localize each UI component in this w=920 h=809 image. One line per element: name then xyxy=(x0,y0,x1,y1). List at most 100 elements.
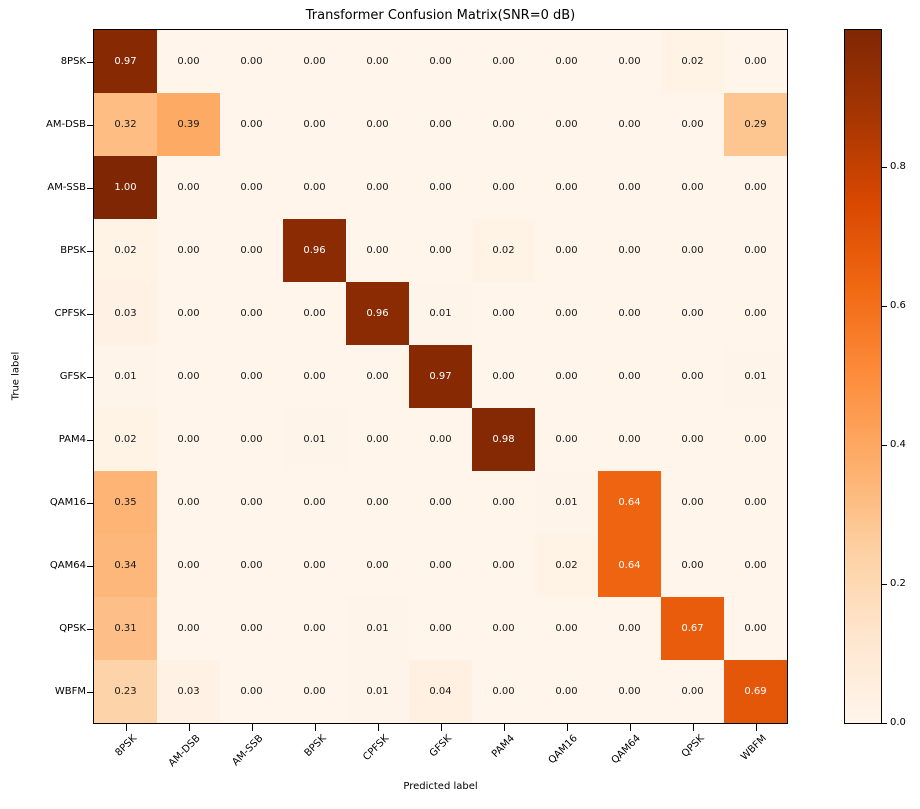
matrix-cell: 0.00 xyxy=(535,660,598,723)
y-tick-mark xyxy=(87,61,94,63)
matrix-cell: 0.00 xyxy=(220,93,283,156)
matrix-cell: 0.00 xyxy=(409,219,472,282)
matrix-cell: 0.35 xyxy=(94,471,157,534)
colorbar xyxy=(844,29,882,724)
matrix-cell: 0.00 xyxy=(346,471,409,534)
matrix-cell: 0.00 xyxy=(346,30,409,93)
matrix-cell: 0.02 xyxy=(472,219,535,282)
matrix-cell: 0.34 xyxy=(94,534,157,597)
x-tick-mark xyxy=(440,724,442,731)
matrix-cell: 0.01 xyxy=(283,408,346,471)
matrix-cell: 0.00 xyxy=(661,345,724,408)
matrix-cell: 0.00 xyxy=(220,408,283,471)
matrix-cell: 0.00 xyxy=(472,534,535,597)
matrix-cell: 0.00 xyxy=(598,30,661,93)
matrix-cell: 0.31 xyxy=(94,597,157,660)
matrix-cell: 0.00 xyxy=(661,534,724,597)
matrix-cell: 0.00 xyxy=(157,30,220,93)
chart-title: Transformer Confusion Matrix(SNR=0 dB) xyxy=(305,8,576,23)
matrix-cell: 0.00 xyxy=(157,597,220,660)
matrix-cell: 0.00 xyxy=(472,93,535,156)
matrix-cell: 0.00 xyxy=(346,345,409,408)
colorbar-tick-label: 0.0 xyxy=(890,717,906,728)
colorbar-tick-label: 0.6 xyxy=(890,299,906,311)
matrix-cell: 0.00 xyxy=(157,219,220,282)
matrix-cell: 0.00 xyxy=(346,156,409,219)
matrix-cell: 0.98 xyxy=(472,408,535,471)
matrix-cell: 0.00 xyxy=(283,597,346,660)
matrix-cell: 0.00 xyxy=(220,660,283,723)
matrix-cell: 0.29 xyxy=(724,93,787,156)
x-tick-label: QAM64 xyxy=(609,733,644,767)
matrix-cell: 0.03 xyxy=(94,282,157,345)
matrix-cell: 0.39 xyxy=(157,93,220,156)
matrix-cell: 0.00 xyxy=(661,408,724,471)
y-tick-label: BPSK xyxy=(60,244,86,256)
y-tick-mark xyxy=(87,313,94,315)
x-tick-label: CPFSK xyxy=(361,733,392,764)
colorbar-tick-mark xyxy=(881,444,887,446)
matrix-cell: 0.01 xyxy=(535,471,598,534)
matrix-cell: 0.00 xyxy=(598,156,661,219)
matrix-cell: 0.04 xyxy=(409,660,472,723)
matrix-cell: 0.00 xyxy=(472,30,535,93)
y-tick-mark xyxy=(87,250,94,252)
matrix-cell: 0.00 xyxy=(661,471,724,534)
matrix-cell: 0.96 xyxy=(346,282,409,345)
x-tick-mark xyxy=(566,724,568,731)
matrix-cell: 0.00 xyxy=(409,471,472,534)
x-tick-label: PAM4 xyxy=(490,733,518,761)
x-tick-label: AM-SSB xyxy=(230,733,266,769)
matrix-cell: 0.00 xyxy=(724,156,787,219)
matrix-cell: 0.00 xyxy=(472,597,535,660)
matrix-cell: 0.01 xyxy=(94,345,157,408)
matrix-cell: 0.00 xyxy=(724,597,787,660)
matrix-cell: 0.00 xyxy=(724,534,787,597)
matrix-cell: 0.00 xyxy=(283,471,346,534)
matrix-cell: 0.00 xyxy=(535,93,598,156)
y-tick-mark xyxy=(87,124,94,126)
x-tick-mark xyxy=(251,724,253,731)
matrix-cell: 0.00 xyxy=(598,660,661,723)
matrix-cell: 0.00 xyxy=(724,219,787,282)
matrix-cell: 0.00 xyxy=(409,30,472,93)
matrix-cell: 0.64 xyxy=(598,471,661,534)
matrix-cell: 0.00 xyxy=(598,282,661,345)
matrix-cell: 0.00 xyxy=(472,660,535,723)
matrix-cell: 0.00 xyxy=(598,345,661,408)
y-tick-label: QAM16 xyxy=(49,496,86,508)
matrix-cell: 1.00 xyxy=(94,156,157,219)
y-tick-label: QPSK xyxy=(59,622,86,634)
x-tick-mark xyxy=(755,724,757,731)
matrix-cell: 0.00 xyxy=(409,93,472,156)
matrix-cell: 0.02 xyxy=(661,30,724,93)
matrix-cell: 0.00 xyxy=(157,282,220,345)
matrix-cell: 0.32 xyxy=(94,93,157,156)
matrix-cell: 0.00 xyxy=(283,345,346,408)
matrix-cell: 0.00 xyxy=(535,30,598,93)
y-tick-label: AM-SSB xyxy=(47,181,86,193)
matrix-cell: 0.00 xyxy=(535,345,598,408)
colorbar-tick-mark xyxy=(881,583,887,585)
matrix-cell: 0.00 xyxy=(157,534,220,597)
y-tick-mark xyxy=(87,376,94,378)
x-tick-label: BPSK xyxy=(302,733,329,760)
x-axis-label: Predicted label xyxy=(403,781,478,792)
matrix-cell: 0.00 xyxy=(535,156,598,219)
matrix-cell: 0.01 xyxy=(724,345,787,408)
matrix-cell: 0.00 xyxy=(220,534,283,597)
x-tick-label: QAM16 xyxy=(546,733,581,767)
matrix-cell: 0.69 xyxy=(724,660,787,723)
x-tick-mark xyxy=(314,724,316,731)
matrix-cell: 0.01 xyxy=(346,597,409,660)
colorbar-tick-mark xyxy=(881,723,887,724)
y-tick-label: WBFM xyxy=(54,685,86,697)
matrix-cell: 0.00 xyxy=(346,93,409,156)
y-tick-mark xyxy=(87,439,94,441)
matrix-cell: 0.00 xyxy=(661,93,724,156)
matrix-cell: 0.00 xyxy=(472,345,535,408)
matrix-cell: 0.00 xyxy=(472,156,535,219)
x-tick-mark xyxy=(503,724,505,731)
matrix-cell: 0.00 xyxy=(409,597,472,660)
matrix-cell: 0.02 xyxy=(94,219,157,282)
